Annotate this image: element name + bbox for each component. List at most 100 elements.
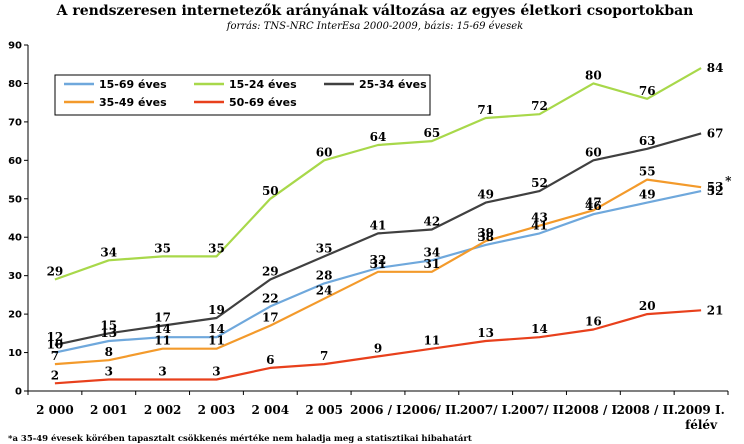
data-label: 3 [105, 364, 113, 378]
x-tick-label: 2 000 [36, 403, 74, 417]
data-label: 35 [208, 241, 225, 255]
chart-title: A rendszeresen internetezők arányának vá… [56, 3, 694, 19]
series-line-25-34-éves [54, 132, 702, 346]
series-line-15-24-éves [54, 67, 702, 281]
x-tick-label: 2006/ II. [403, 403, 460, 417]
x-tick-label-suffix: félév [685, 418, 718, 432]
data-label: 41 [370, 218, 387, 232]
data-label: 31 [370, 257, 387, 271]
y-tick-label: 40 [8, 233, 22, 244]
data-label: 76 [639, 84, 656, 98]
legend-label: 15-24 éves [229, 78, 297, 91]
y-tick-label: 20 [8, 310, 22, 321]
data-label: 39 [477, 226, 494, 240]
data-label: 35 [154, 241, 171, 255]
data-label: 22 [262, 291, 279, 305]
legend-label: 15-69 éves [99, 78, 167, 91]
data-label: 17 [154, 311, 171, 325]
x-tick-label: 2008 / II. [616, 403, 678, 417]
x-tick-label: 2009 I. [677, 403, 724, 417]
x-tick-label: 2007/ I. [460, 403, 512, 417]
data-label: 67 [707, 126, 724, 140]
data-label: 43 [531, 211, 548, 225]
data-label: 3 [158, 364, 166, 378]
data-label: 71 [477, 103, 494, 117]
data-label: 29 [262, 265, 279, 279]
data-label: 41 [531, 218, 548, 232]
data-label: 52 [531, 176, 548, 190]
data-label: 8 [105, 345, 113, 359]
data-label: 10 [47, 338, 64, 352]
series-line-50-69-éves [54, 309, 702, 385]
data-label: 20 [639, 299, 656, 313]
x-tick-label: 2007/ II. [511, 403, 568, 417]
data-label: 17 [262, 311, 279, 325]
data-label: 2 [51, 368, 59, 382]
data-label: 34 [100, 245, 117, 259]
data-label: 21 [707, 303, 724, 317]
data-label: 65 [423, 126, 440, 140]
data-label: 63 [639, 134, 656, 148]
x-tick-label: 2 002 [144, 403, 182, 417]
y-tick-label: 30 [8, 271, 22, 282]
data-label: 49 [477, 188, 494, 202]
legend-label: 35-49 éves [99, 96, 167, 109]
data-label: 55 [639, 165, 656, 179]
data-label: 46 [585, 199, 602, 213]
data-label: 50 [262, 184, 279, 198]
x-tick-label: 2008 / I. [565, 403, 621, 417]
data-label: 14 [154, 322, 171, 336]
y-tick-label: 90 [8, 41, 22, 52]
series-line-35-49-éves [54, 178, 702, 366]
footnote: *a 35-49 évesek körében tapasztalt csökk… [8, 433, 472, 444]
data-label: 11 [154, 334, 171, 348]
y-tick-label: 0 [15, 387, 22, 398]
data-label: 7 [320, 349, 328, 363]
x-tick-label: 2 003 [198, 403, 236, 417]
data-label: 14 [208, 322, 225, 336]
legend-label: 25-34 éves [359, 78, 427, 91]
data-label: 34 [423, 245, 440, 259]
data-label: 7 [51, 349, 59, 363]
y-tick-label: 10 [8, 348, 22, 359]
chart-subtitle: forrás: TNS-NRC InterEsa 2000-2009, bázi… [226, 21, 523, 32]
data-label: 16 [585, 314, 602, 328]
y-tick-label: 80 [8, 79, 22, 90]
data-label: 13 [100, 326, 117, 340]
legend-box [54, 74, 431, 116]
data-label: 11 [423, 334, 440, 348]
data-label: 29 [47, 265, 64, 279]
legend: 15-69 éves 15-24 éves 25-34 éves 35-49 éves… [54, 74, 431, 116]
data-label: 80 [585, 68, 602, 82]
data-label: 9 [374, 341, 382, 355]
series-lines [54, 67, 702, 385]
x-tick-label: 2006 / I. [350, 403, 406, 417]
data-label: 60 [585, 145, 602, 159]
data-label: 84 [707, 61, 724, 75]
data-label: 11 [208, 334, 225, 348]
y-tick-label: 70 [8, 117, 22, 128]
data-label: 52 [707, 184, 724, 198]
data-label: 14 [531, 322, 548, 336]
data-label: 6 [266, 353, 274, 367]
series-line-15-69-éves [54, 190, 702, 354]
data-label: 53 [707, 180, 724, 194]
legend-label: 50-69 éves [229, 96, 297, 109]
x-tick-label: 2 005 [305, 403, 343, 417]
data-label: 28 [316, 268, 333, 282]
data-label: 42 [423, 215, 440, 229]
data-label: 31 [423, 257, 440, 271]
data-label: 12 [47, 330, 64, 344]
data-label: 32 [370, 253, 387, 267]
data-label: 64 [370, 130, 387, 144]
data-label: 47 [585, 195, 602, 209]
data-label: 15 [100, 318, 117, 332]
data-label: 72 [531, 99, 548, 113]
data-label: 3 [212, 364, 220, 378]
y-tick-label: 60 [8, 156, 22, 167]
data-label: 24 [316, 284, 333, 298]
data-label: 35 [316, 241, 333, 255]
